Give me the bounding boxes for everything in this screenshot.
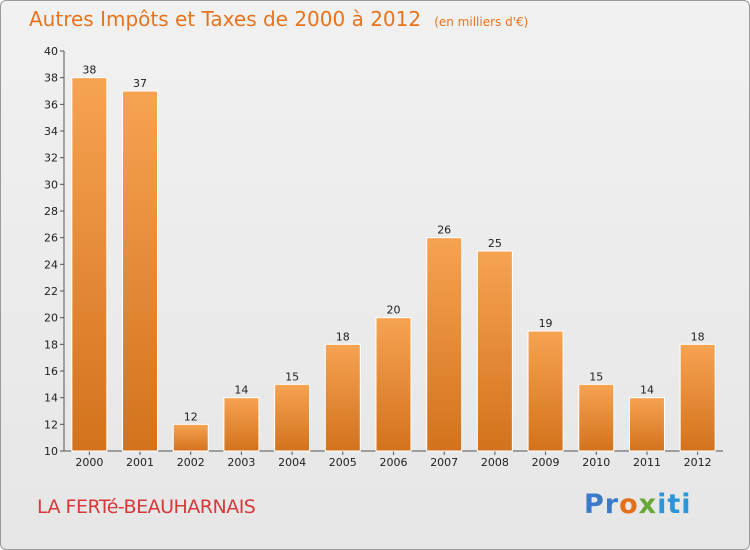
y-tick-label: 18 — [44, 338, 58, 351]
bar — [426, 237, 463, 452]
y-tick-label: 26 — [44, 232, 58, 245]
bar — [122, 90, 159, 452]
y-tick-label: 34 — [44, 125, 58, 138]
bar-value-label: 19 — [539, 317, 553, 330]
x-tick-label: 2002 — [177, 456, 205, 469]
x-tick-label: 2007 — [430, 456, 458, 469]
brand-part: Pr — [584, 489, 620, 520]
bar-value-label: 15 — [285, 370, 299, 383]
x-tick-label: 2003 — [227, 456, 255, 469]
proxiti-logo: Proxiti — [584, 489, 692, 520]
brand-part: x — [638, 489, 658, 520]
x-tick-label: 2004 — [278, 456, 306, 469]
chart-subtitle: (en milliers d'€) — [434, 15, 529, 29]
y-tick-label: 28 — [44, 205, 58, 218]
y-tick-label: 32 — [44, 152, 58, 165]
bar-value-label: 25 — [488, 237, 502, 250]
y-tick-label: 22 — [44, 285, 58, 298]
bar-value-label: 18 — [691, 330, 705, 343]
x-tick-label: 2006 — [380, 456, 408, 469]
bar-value-label: 15 — [589, 370, 603, 383]
bar-value-label: 38 — [82, 64, 96, 77]
x-tick-label: 2008 — [481, 456, 509, 469]
bar — [679, 343, 716, 452]
brand-part: iti — [657, 489, 692, 520]
x-tick-label: 2010 — [582, 456, 610, 469]
y-tick-label: 10 — [44, 445, 58, 458]
bar-value-label: 37 — [133, 77, 147, 90]
bar — [274, 383, 311, 452]
bar — [172, 423, 209, 452]
y-tick-label: 12 — [44, 418, 58, 431]
y-tick-label: 30 — [44, 178, 58, 191]
x-tick-label: 2005 — [329, 456, 357, 469]
x-tick-label: 2000 — [75, 456, 103, 469]
bar-value-label: 20 — [387, 304, 401, 317]
bar — [628, 397, 665, 452]
brand-part: o — [619, 489, 639, 520]
x-tick-label: 2012 — [684, 456, 712, 469]
commune-name: LA FERTé-BEAUHARNAIS — [37, 496, 256, 518]
bar-value-label: 12 — [184, 410, 198, 423]
x-tick-label: 2011 — [633, 456, 661, 469]
bar — [578, 383, 615, 452]
bar-value-label: 14 — [640, 384, 654, 397]
y-tick-label: 14 — [44, 392, 58, 405]
bar-value-label: 14 — [234, 384, 248, 397]
chart-title: Autres Impôts et Taxes de 2000 à 2012 — [29, 7, 422, 31]
y-tick-label: 36 — [44, 98, 58, 111]
y-tick-label: 24 — [44, 258, 58, 271]
x-tick-label: 2001 — [126, 456, 154, 469]
y-tick-label: 16 — [44, 365, 58, 378]
bar — [527, 330, 564, 452]
bar — [223, 397, 260, 452]
bar — [476, 250, 513, 452]
bar — [71, 77, 108, 452]
y-tick-label: 20 — [44, 312, 58, 325]
bar-value-label: 18 — [336, 330, 350, 343]
bar — [375, 317, 412, 452]
bar-value-label: 26 — [437, 224, 451, 237]
bar — [324, 343, 361, 452]
y-tick-label: 38 — [44, 72, 58, 85]
x-tick-label: 2009 — [532, 456, 560, 469]
y-tick-label: 40 — [44, 45, 58, 58]
title-row: Autres Impôts et Taxes de 2000 à 2012 (e… — [29, 7, 528, 31]
